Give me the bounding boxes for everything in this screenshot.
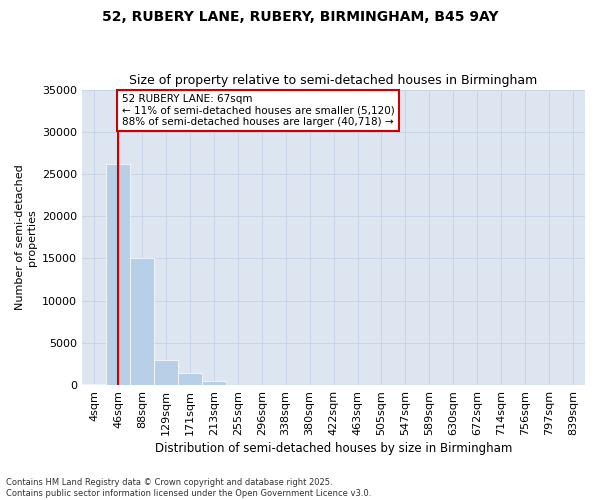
Bar <box>82 384 106 385</box>
Y-axis label: Number of semi-detached
properties: Number of semi-detached properties <box>15 164 37 310</box>
X-axis label: Distribution of semi-detached houses by size in Birmingham: Distribution of semi-detached houses by … <box>155 442 512 455</box>
Text: Contains HM Land Registry data © Crown copyright and database right 2025.
Contai: Contains HM Land Registry data © Crown c… <box>6 478 371 498</box>
Text: 52, RUBERY LANE, RUBERY, BIRMINGHAM, B45 9AY: 52, RUBERY LANE, RUBERY, BIRMINGHAM, B45… <box>102 10 498 24</box>
Bar <box>202 381 226 385</box>
Bar <box>130 258 154 385</box>
Bar <box>106 164 130 385</box>
Bar <box>154 360 178 385</box>
Text: 52 RUBERY LANE: 67sqm
← 11% of semi-detached houses are smaller (5,120)
88% of s: 52 RUBERY LANE: 67sqm ← 11% of semi-deta… <box>122 94 394 127</box>
Title: Size of property relative to semi-detached houses in Birmingham: Size of property relative to semi-detach… <box>130 74 538 87</box>
Bar <box>178 373 202 385</box>
